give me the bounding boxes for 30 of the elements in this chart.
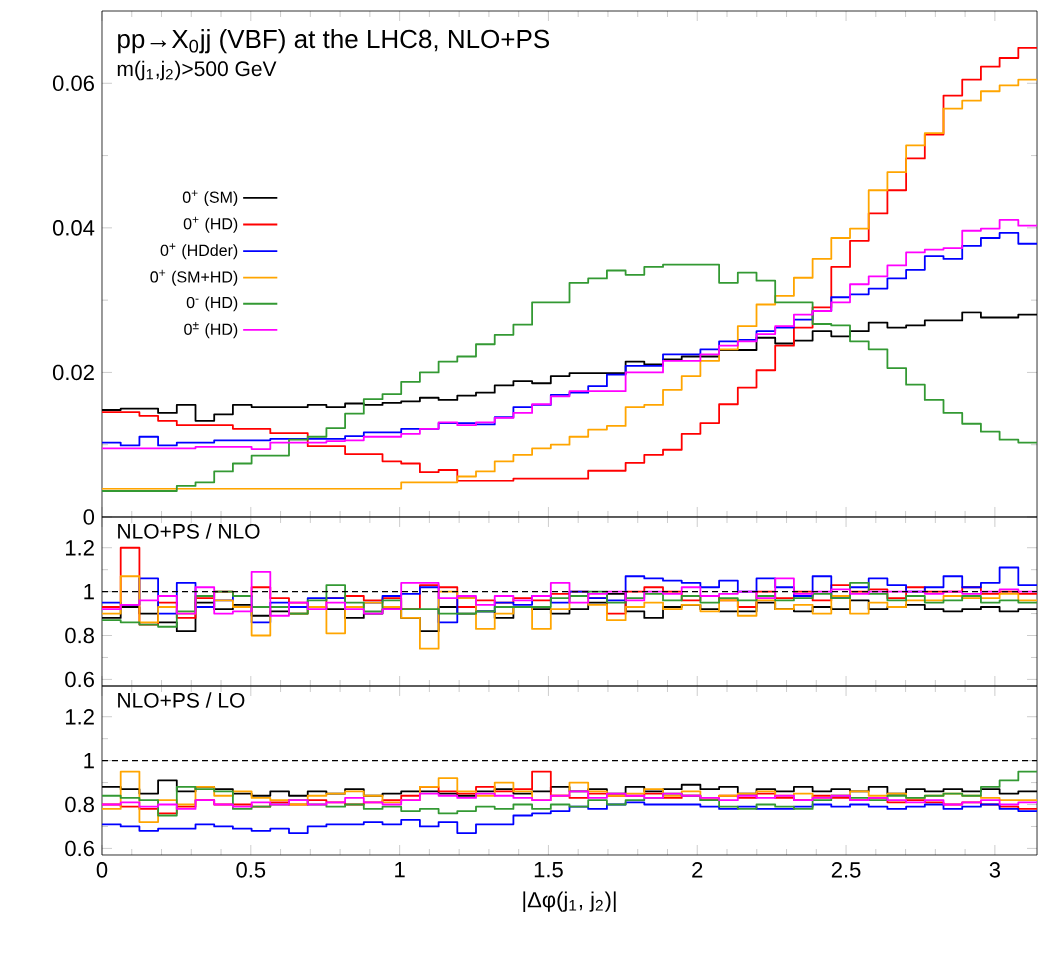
y-tick-label: 0.04 bbox=[52, 220, 95, 236]
y-tick-label: 0 bbox=[83, 509, 95, 525]
legend-label: 0$^{+}$ (HD) bbox=[183, 216, 238, 233]
x-tick-label: 2 bbox=[692, 862, 703, 878]
x-tick-label: 0.5 bbox=[236, 862, 266, 878]
x-tick-label: 3 bbox=[989, 862, 1001, 878]
text: m(j$_{1}$,j$_{2}$)>500 GeV bbox=[117, 60, 277, 81]
y-tick-label: 0.02 bbox=[52, 364, 94, 381]
annotation: NLO+PS / LO bbox=[118, 692, 245, 708]
y-tick-label: 1 bbox=[84, 753, 94, 769]
legend-label: 0$^{±}$ (HD) bbox=[184, 322, 238, 339]
y-tick-label: 1.2 bbox=[66, 709, 94, 725]
y-tick-label: 0.06 bbox=[52, 75, 94, 92]
legend-label: 0$^{-}$ (HD) bbox=[186, 296, 238, 312]
y-tick-label: 0.6 bbox=[65, 840, 94, 857]
y-tick-label: 0.6 bbox=[65, 671, 94, 688]
x-tick-label: 0 bbox=[96, 862, 108, 878]
legend-label: 0$^{+}$ (SM) bbox=[182, 190, 238, 207]
x-tick-label: 1 bbox=[395, 862, 405, 878]
legend-label: 0$^{+}$ (HDder) bbox=[160, 243, 238, 260]
x-axis-title: |Δφ(j$_{1}$, j$_{2}$)| bbox=[523, 891, 616, 912]
text: pp→X$_{0}$jj (VBF) at the LHC8, NLO+PS bbox=[118, 29, 549, 54]
x-tick-label: 2.5 bbox=[831, 862, 861, 878]
x-tick-label: 1.5 bbox=[534, 862, 563, 878]
y-tick-label: 1 bbox=[84, 584, 94, 600]
y-tick-label: 0.8 bbox=[65, 627, 94, 644]
y-tick-label: 1.2 bbox=[66, 540, 94, 556]
annotation: NLO+PS / NLO bbox=[118, 523, 260, 539]
legend-label: 0$^{+}$ (SM+HD) bbox=[150, 269, 238, 286]
y-tick-label: 0.8 bbox=[65, 796, 94, 813]
